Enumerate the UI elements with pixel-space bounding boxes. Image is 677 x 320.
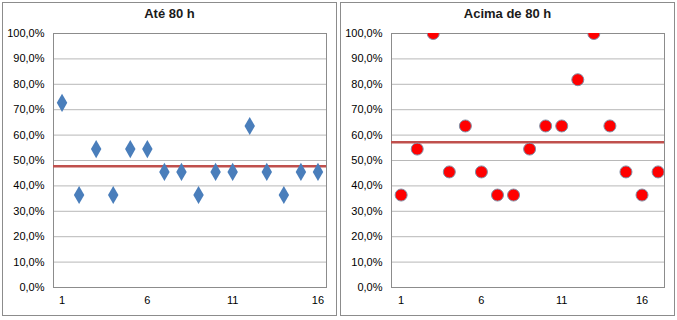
svg-text:6: 6	[144, 294, 150, 306]
svg-text:70,0%: 70,0%	[13, 103, 44, 115]
svg-text:100,0%: 100,0%	[7, 27, 45, 39]
svg-text:50,0%: 50,0%	[351, 154, 382, 166]
svg-text:30,0%: 30,0%	[351, 205, 382, 217]
svg-text:11: 11	[227, 294, 238, 306]
svg-text:20,0%: 20,0%	[351, 230, 382, 242]
svg-text:10,0%: 10,0%	[13, 256, 44, 268]
svg-text:80,0%: 80,0%	[351, 78, 382, 90]
svg-text:1: 1	[398, 294, 404, 306]
svg-text:90,0%: 90,0%	[13, 52, 44, 64]
svg-text:30,0%: 30,0%	[13, 205, 44, 217]
svg-text:0,0%: 0,0%	[19, 281, 44, 293]
svg-text:60,0%: 60,0%	[13, 129, 44, 141]
svg-text:16: 16	[636, 294, 648, 306]
svg-text:0,0%: 0,0%	[357, 281, 382, 293]
svg-text:40,0%: 40,0%	[351, 179, 382, 191]
svg-text:6: 6	[478, 294, 484, 306]
svg-text:100,0%: 100,0%	[345, 27, 383, 39]
svg-text:10,0%: 10,0%	[351, 256, 382, 268]
svg-text:70,0%: 70,0%	[351, 103, 382, 115]
html-text:Até 80 h: Até 80 h	[144, 6, 195, 21]
svg-text:16: 16	[312, 294, 324, 306]
svg-text:20,0%: 20,0%	[13, 230, 44, 242]
html-text:Acima de 80 h: Acima de 80 h	[463, 6, 552, 21]
svg-text:11: 11	[556, 294, 567, 306]
svg-text:50,0%: 50,0%	[13, 154, 44, 166]
svg-text:1: 1	[59, 294, 65, 306]
svg-text:40,0%: 40,0%	[13, 179, 44, 191]
svg-text:60,0%: 60,0%	[351, 129, 382, 141]
svg-text:90,0%: 90,0%	[351, 52, 382, 64]
svg-text:80,0%: 80,0%	[13, 78, 44, 90]
